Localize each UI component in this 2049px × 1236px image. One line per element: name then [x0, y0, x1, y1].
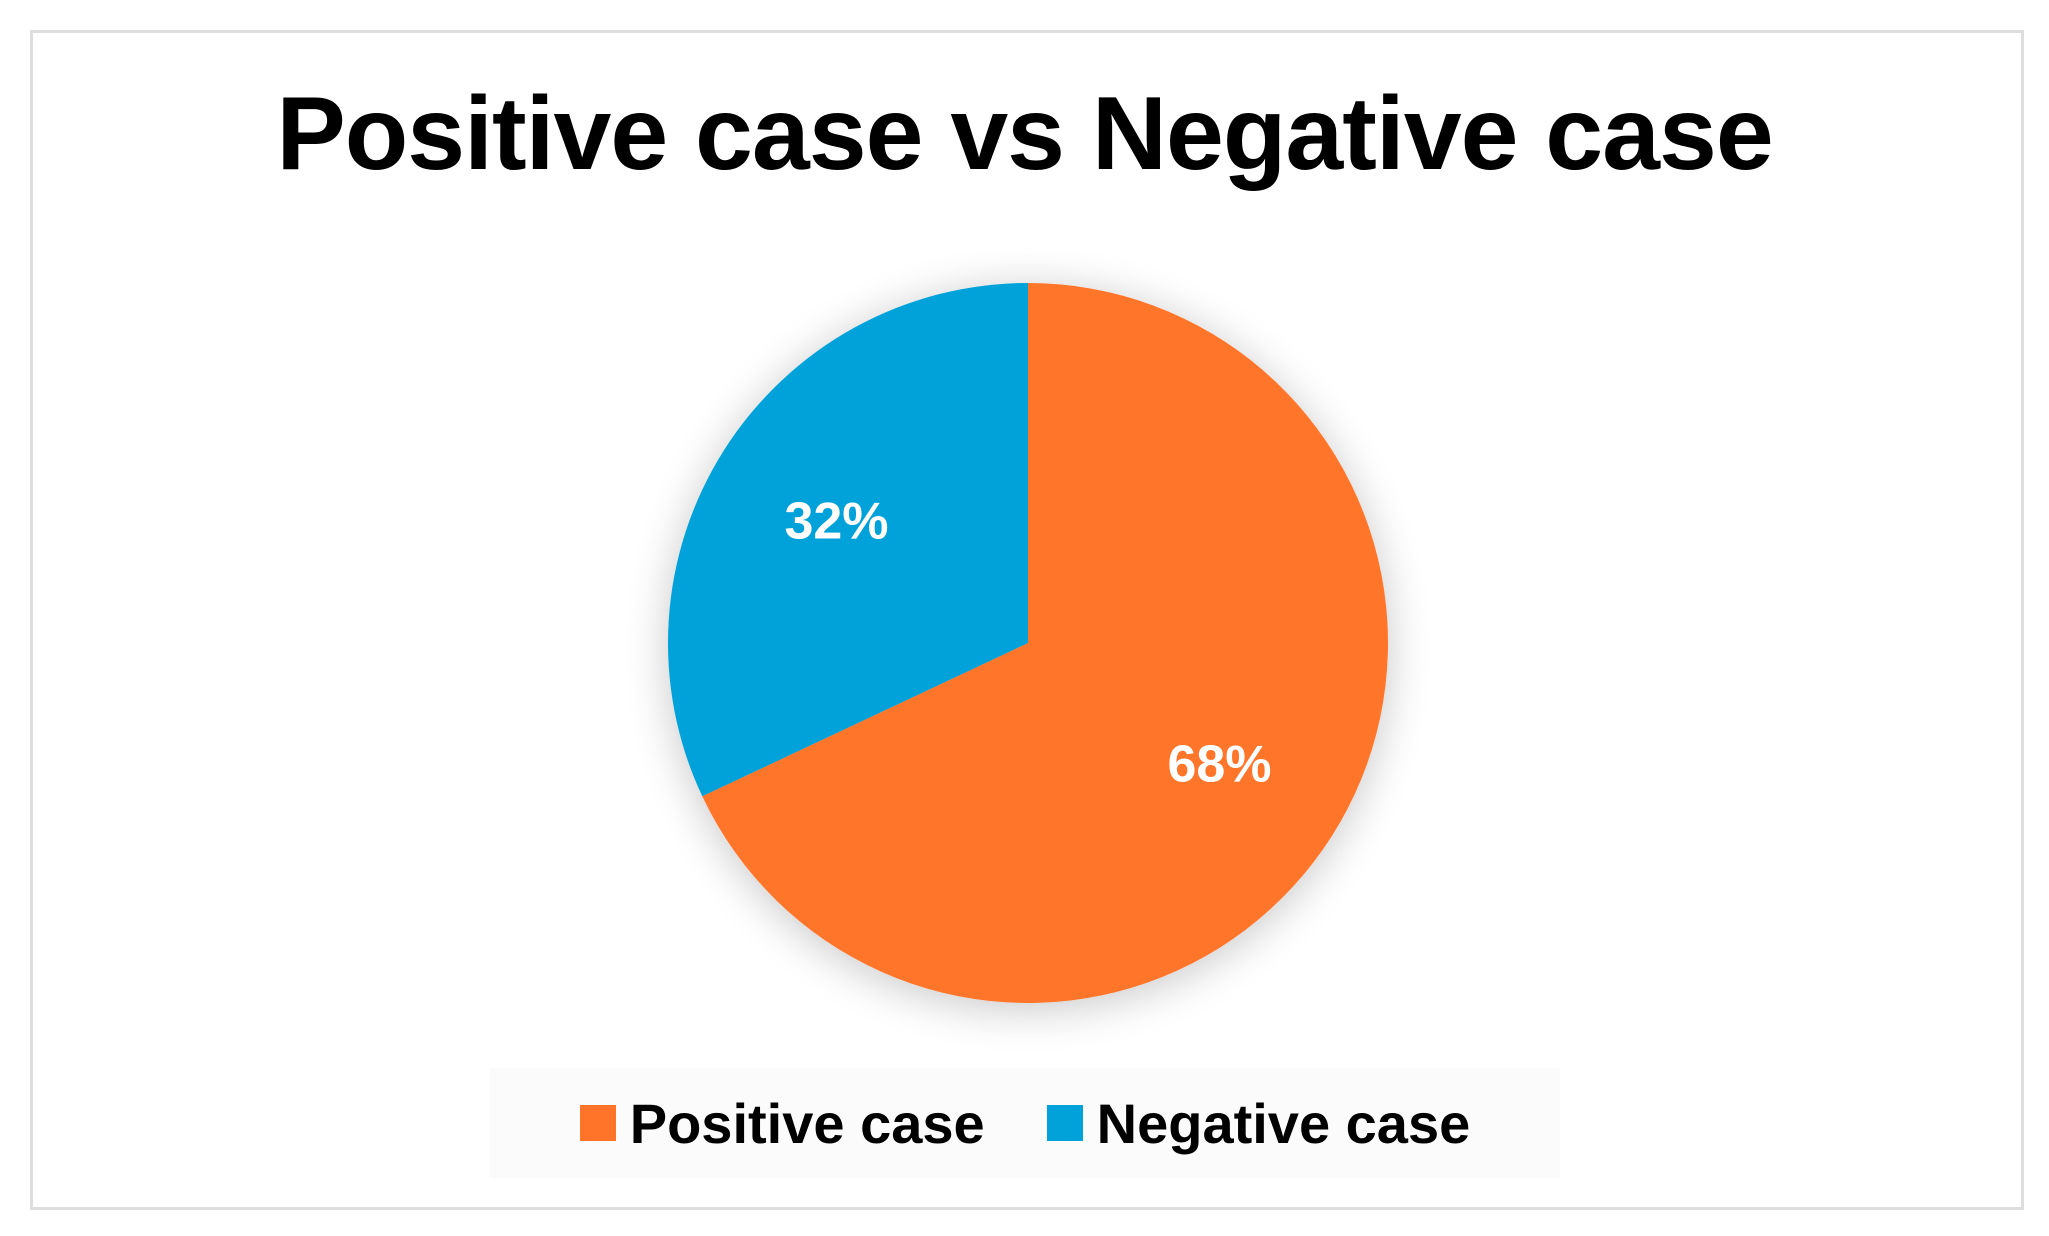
- pie-slice-positive-case: [702, 283, 1389, 1003]
- pie-slice-negative-case: [668, 283, 1028, 797]
- chart-title: Positive case vs Negative case: [276, 76, 1773, 192]
- legend-item-positive: Positive case: [579, 1091, 985, 1156]
- legend-swatch-negative: [1046, 1105, 1083, 1141]
- legend-item-negative: Negative case: [1046, 1091, 1471, 1156]
- legend-label-negative: Negative case: [1096, 1091, 1471, 1155]
- pie-data-label-positive-case: 68%: [1167, 736, 1271, 794]
- legend-label-positive: Positive case: [629, 1091, 985, 1155]
- legend-swatch-positive: [579, 1105, 616, 1141]
- pie-data-label-negative-case: 32%: [784, 492, 888, 550]
- pie-slices: [668, 283, 1389, 1003]
- legend: Positive case Negative case: [490, 1068, 1560, 1178]
- pie-data-labels: 68% 32%: [784, 492, 1271, 793]
